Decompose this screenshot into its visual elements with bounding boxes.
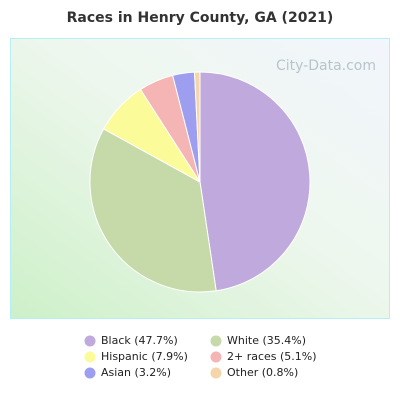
legend-swatch	[210, 351, 222, 363]
legend-swatch	[84, 335, 96, 347]
chart-title: Races in Henry County, GA (2021)	[67, 10, 334, 26]
legend-swatch	[84, 351, 96, 363]
legend-label: Black (47.7%)	[101, 334, 178, 347]
pie	[89, 71, 311, 293]
legend-label: Other (0.8%)	[227, 366, 298, 379]
pie-slice	[199, 71, 311, 292]
legend-swatch	[210, 335, 222, 347]
legend: Black (47.7%) White (35.4%) Hispanic (7.9%…	[84, 334, 317, 379]
legend-label: Asian (3.2%)	[101, 366, 171, 379]
legend-label: White (35.4%)	[227, 334, 306, 347]
legend-label: Hispanic (7.9%)	[101, 350, 188, 363]
watermark: City-Data.com	[276, 58, 376, 74]
pie-slice	[89, 128, 217, 293]
legend-label: 2+ races (5.1%)	[227, 350, 317, 363]
pie-slice	[193, 71, 201, 183]
legend-swatch	[210, 367, 222, 379]
legend-swatch	[84, 367, 96, 379]
